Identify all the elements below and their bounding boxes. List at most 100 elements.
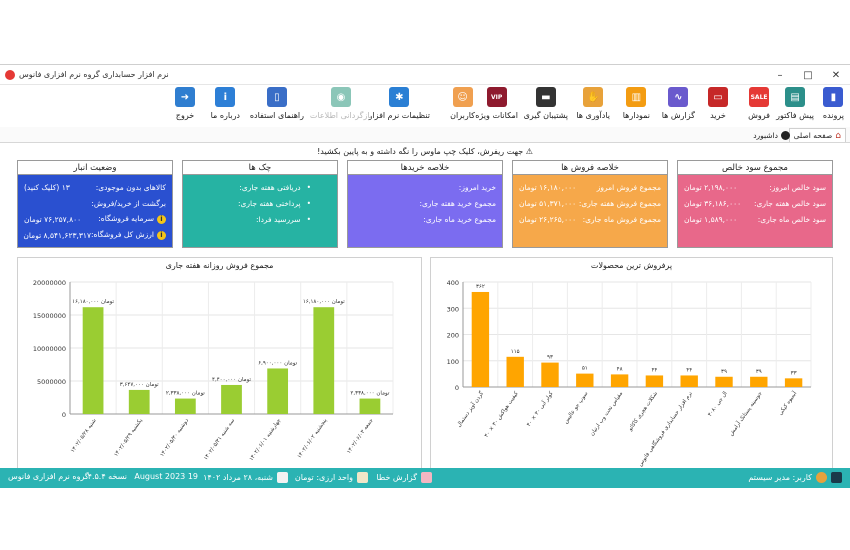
card-row-label: مجموع خرید هفته جاری: xyxy=(419,198,496,208)
toolbar-help-button[interactable]: ▯ راهنمای استفاده xyxy=(250,87,304,125)
card-row-value: ۱۶,۱۸۰,۰۰۰ تومان xyxy=(519,182,577,192)
y-tick-label: 10000000 xyxy=(33,345,66,353)
chart-bar xyxy=(221,384,242,414)
app-window: نرم افزار حسابداری گروه نرم افزاری فانوس… xyxy=(0,64,850,488)
chart-bar xyxy=(82,307,104,414)
data-label: ۴,۴۰۰,۰۰۰ تومان xyxy=(212,377,251,383)
maximize-icon[interactable]: □ xyxy=(803,69,813,81)
toolbar-users-button[interactable]: ☺ کاربران xyxy=(450,87,475,125)
x-tick-label: یکشنبه ۱۴۰۲/۰۵/۲۹ xyxy=(112,417,144,458)
calendar-icon xyxy=(277,472,288,483)
refresh-hint: ⚠ جهت ریفرش، کلیک چپ ماوس را نگه داشته و… xyxy=(0,147,850,156)
card-row-label: کالاهای بدون موجودی: xyxy=(95,182,166,192)
toolbar-vip-button[interactable]: VIP امکانات ویژه xyxy=(475,87,518,125)
y-tick-label: 200 xyxy=(447,332,459,340)
toolbar-vip-label: امکانات ویژه xyxy=(475,111,518,120)
toolbar-charts-label: نمودارها xyxy=(622,111,650,120)
close-icon[interactable]: ✕ xyxy=(831,69,841,81)
card-row: مجموع فروش هفته جاری: ۵۱,۳۷۱,۰۰۰ تومان xyxy=(519,195,661,211)
card-cheques-body: دریافتی هفته جاری:پرداختی هفته جاری:سررس… xyxy=(183,175,337,247)
refresh-hint-text: جهت ریفرش، کلیک چپ ماوس را نگه داشته و ب… xyxy=(317,147,524,156)
x-tick-label: چهارشنبه ۱۴۰۲/۰۶/۰۱ xyxy=(249,418,283,463)
chart-bar xyxy=(576,373,594,387)
card-dot-row: پرداختی هفته جاری: xyxy=(189,195,331,211)
card-dot-row: دریافتی هفته جاری: xyxy=(189,179,331,195)
card-row-value: ۸,۵۴۱,۶۲۳,۳۱۷ تومان xyxy=(23,230,91,240)
help-icon: ▯ xyxy=(266,87,287,107)
toolbar-exit-button[interactable]: ➜ خروج xyxy=(175,87,195,125)
card-purchases-body: خرید امروز: مجموع خرید هفته جاری: مجموع خر… xyxy=(348,175,502,247)
toolbar-about-button[interactable]: i درباره ما xyxy=(211,87,240,125)
data-label: ۳۹ xyxy=(756,369,762,375)
toolbar-file-button[interactable]: ▮ پرونده xyxy=(823,87,844,125)
chart-bar xyxy=(610,374,629,387)
reminders-icon: ✋ xyxy=(583,87,604,107)
card-row-label: مجموع خرید ماه جاری: xyxy=(423,214,496,224)
chart-bar xyxy=(359,398,381,414)
title-bar: نرم افزار حسابداری گروه نرم افزاری فانوس… xyxy=(0,65,850,85)
card-row[interactable]: کالاهای بدون موجودی: ۱۳ (کلیک کنید) xyxy=(24,179,166,195)
card-row-label: برگشت از خرید/فروش: xyxy=(91,198,166,208)
data-label: ۱۶,۱۸۰,۰۰۰ تومان xyxy=(72,299,114,305)
card-row-label: ارزش کل فروشگاه: xyxy=(90,230,154,239)
user-badge-icon xyxy=(831,472,842,483)
toolbar-sale-button[interactable]: SALE فروش xyxy=(748,87,770,125)
data-label: ۳۶۲ xyxy=(476,284,485,290)
chart-bar xyxy=(506,356,524,387)
data-label: ۳۳ xyxy=(791,370,797,376)
toolbar-restore-label: بازگردانی اطلاعات xyxy=(309,111,372,120)
exit-icon: ➜ xyxy=(175,87,195,107)
tab-dashboard[interactable]: داشبورد xyxy=(749,128,794,142)
toolbar-backup-label: پشتیبان گیری xyxy=(523,111,568,120)
x-tick-label: سه شنبه ۱۴۰۲/۰۵/۳۱ xyxy=(203,417,236,461)
status-currency: واحد ارزی: تومان xyxy=(295,472,368,483)
toolbar-restore-button[interactable]: ◉ بازگردانی اطلاعات xyxy=(310,87,372,125)
dashboard-icon xyxy=(781,130,790,140)
card-row: سود خالص هفته جاری: ۳۶,۱۸۶,۰۰۰ تومان xyxy=(684,195,826,211)
daily-sales-chart: 0 5000000 10000000 15000000 20000000 ۱۶,۱۸۰,۰… xyxy=(33,279,394,463)
status-user-text: کاربر: مدیر سیستم xyxy=(748,473,812,482)
backup-icon: ▬ xyxy=(535,87,556,107)
x-tick-label: کیفیت هواکش ۳۰ × ۴۰ xyxy=(483,390,520,439)
info-icon: i xyxy=(157,231,166,240)
y-tick-label: 400 xyxy=(447,279,459,287)
toolbar-backup-button[interactable]: ▬ پشتیبان گیری xyxy=(524,87,568,125)
toolbar-exit-label: خروج xyxy=(175,111,195,120)
card-stock: وضعیت انبار کالاهای بدون موجودی: ۱۳ (کلیک … xyxy=(17,160,173,248)
data-label: ۲,۳۳۸,۰۰۰ تومان xyxy=(166,391,205,397)
card-row: مجموع فروش ماه جاری: ۲۶,۲۶۵,۰۰۰ تومان xyxy=(519,211,661,227)
card-row: برگشت از خرید/فروش: xyxy=(24,195,166,211)
bug-report-link[interactable]: گزارش خطا xyxy=(376,472,432,483)
card-profit: مجموع سود خالص سود خالص امروز: ۲,۱۹۸,۰۰۰ ت… xyxy=(677,160,833,248)
chart-bar xyxy=(750,376,768,387)
top-products-title: پرفروش ترین محصولات xyxy=(590,261,673,270)
data-label: ۳,۶۴۷,۰۰۰ تومان xyxy=(120,382,159,388)
status-user[interactable]: کاربر: مدیر سیستم xyxy=(748,472,842,483)
toolbar-reminders-button[interactable]: ✋ یادآوری ها xyxy=(576,87,610,125)
window-title: نرم افزار حسابداری گروه نرم افزاری فانوس xyxy=(19,70,169,79)
toolbar-charts-button[interactable]: ▥ نمودارها xyxy=(623,87,650,125)
card-row: مجموع فروش امروز ۱۶,۱۸۰,۰۰۰ تومان xyxy=(519,179,661,195)
x-tick-label: جوسینه پستانک آرامش xyxy=(728,390,764,437)
minimize-icon[interactable]: – xyxy=(777,69,783,81)
home-icon: ⌂ xyxy=(835,130,841,141)
toolbar-proforma-button[interactable]: ▤ پیش فاکتور xyxy=(776,87,814,125)
proforma-icon: ▤ xyxy=(785,87,806,107)
card-stock-body: کالاهای بدون موجودی: ۱۳ (کلیک کنید) برگشت … xyxy=(18,175,172,247)
chart-bar xyxy=(313,307,335,414)
card-stock-title: وضعیت انبار xyxy=(18,161,172,175)
tab-home[interactable]: ⌂ صفحه اصلی xyxy=(788,128,846,142)
x-tick-label: جمعه ۱۴۰۲/۰۶/۰۳ xyxy=(346,418,375,455)
toolbar-buy-button[interactable]: ▭ خرید xyxy=(708,87,728,125)
reports-icon: ∿ xyxy=(668,87,689,107)
card-row-value: ۱۳ (کلیک کنید) xyxy=(24,182,70,192)
chart-bar xyxy=(784,378,803,387)
toolbar-settings-button[interactable]: ✱ تنظیمات نرم افزار xyxy=(369,87,430,125)
daily-sales-panel: مجموع فروش روزانه هفته جاری 0 5000000 1000… xyxy=(17,257,422,470)
sale-icon: SALE xyxy=(749,87,770,107)
card-sales-title: خلاصه فروش ها xyxy=(513,161,667,175)
status-date-fa: شنبه، ۲۸ مرداد ۱۴۰۲ xyxy=(203,472,288,483)
toolbar-reports-button[interactable]: ∿ گزارش ها xyxy=(662,87,695,125)
toolbar-reports-label: گزارش ها xyxy=(661,111,695,120)
tab-dashboard-label: داشبورد xyxy=(753,130,778,140)
